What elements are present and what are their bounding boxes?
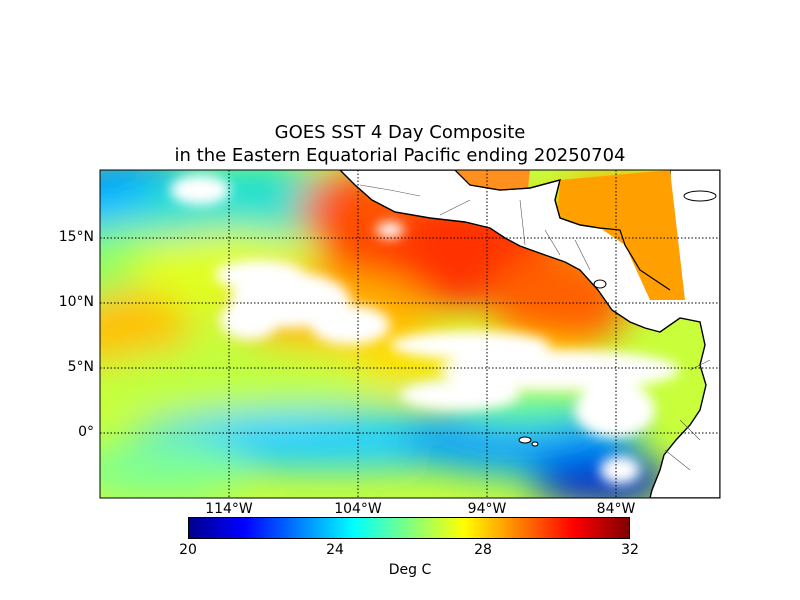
colorbar-tick-24: 24 — [326, 542, 344, 558]
map-title-line2: in the Eastern Equatorial Pacific ending… — [174, 145, 626, 166]
graticule — [100, 170, 720, 498]
lon-label-114w: 114°W — [205, 501, 253, 517]
map-title-line1: GOES SST 4 Day Composite — [274, 122, 526, 143]
colorbar-label: Deg C — [388, 562, 432, 578]
cloud-mask — [170, 175, 680, 484]
colorbar — [188, 517, 630, 539]
colorbar-tick-20: 20 — [179, 542, 197, 558]
lon-label-104w: 104°W — [334, 501, 382, 517]
map-frame — [99, 169, 721, 499]
sst-field — [100, 170, 720, 498]
lat-label-5n: 5°N — [67, 359, 94, 375]
colorbar-tick-32: 32 — [621, 542, 639, 558]
lon-label-94w: 94°W — [467, 501, 507, 517]
lon-label-84w: 84°W — [596, 501, 636, 517]
lat-label-10n: 10°N — [58, 294, 94, 310]
lat-label-15n: 15°N — [58, 229, 94, 245]
lat-label-0: 0° — [78, 424, 94, 440]
colorbar-tick-28: 28 — [474, 542, 492, 558]
